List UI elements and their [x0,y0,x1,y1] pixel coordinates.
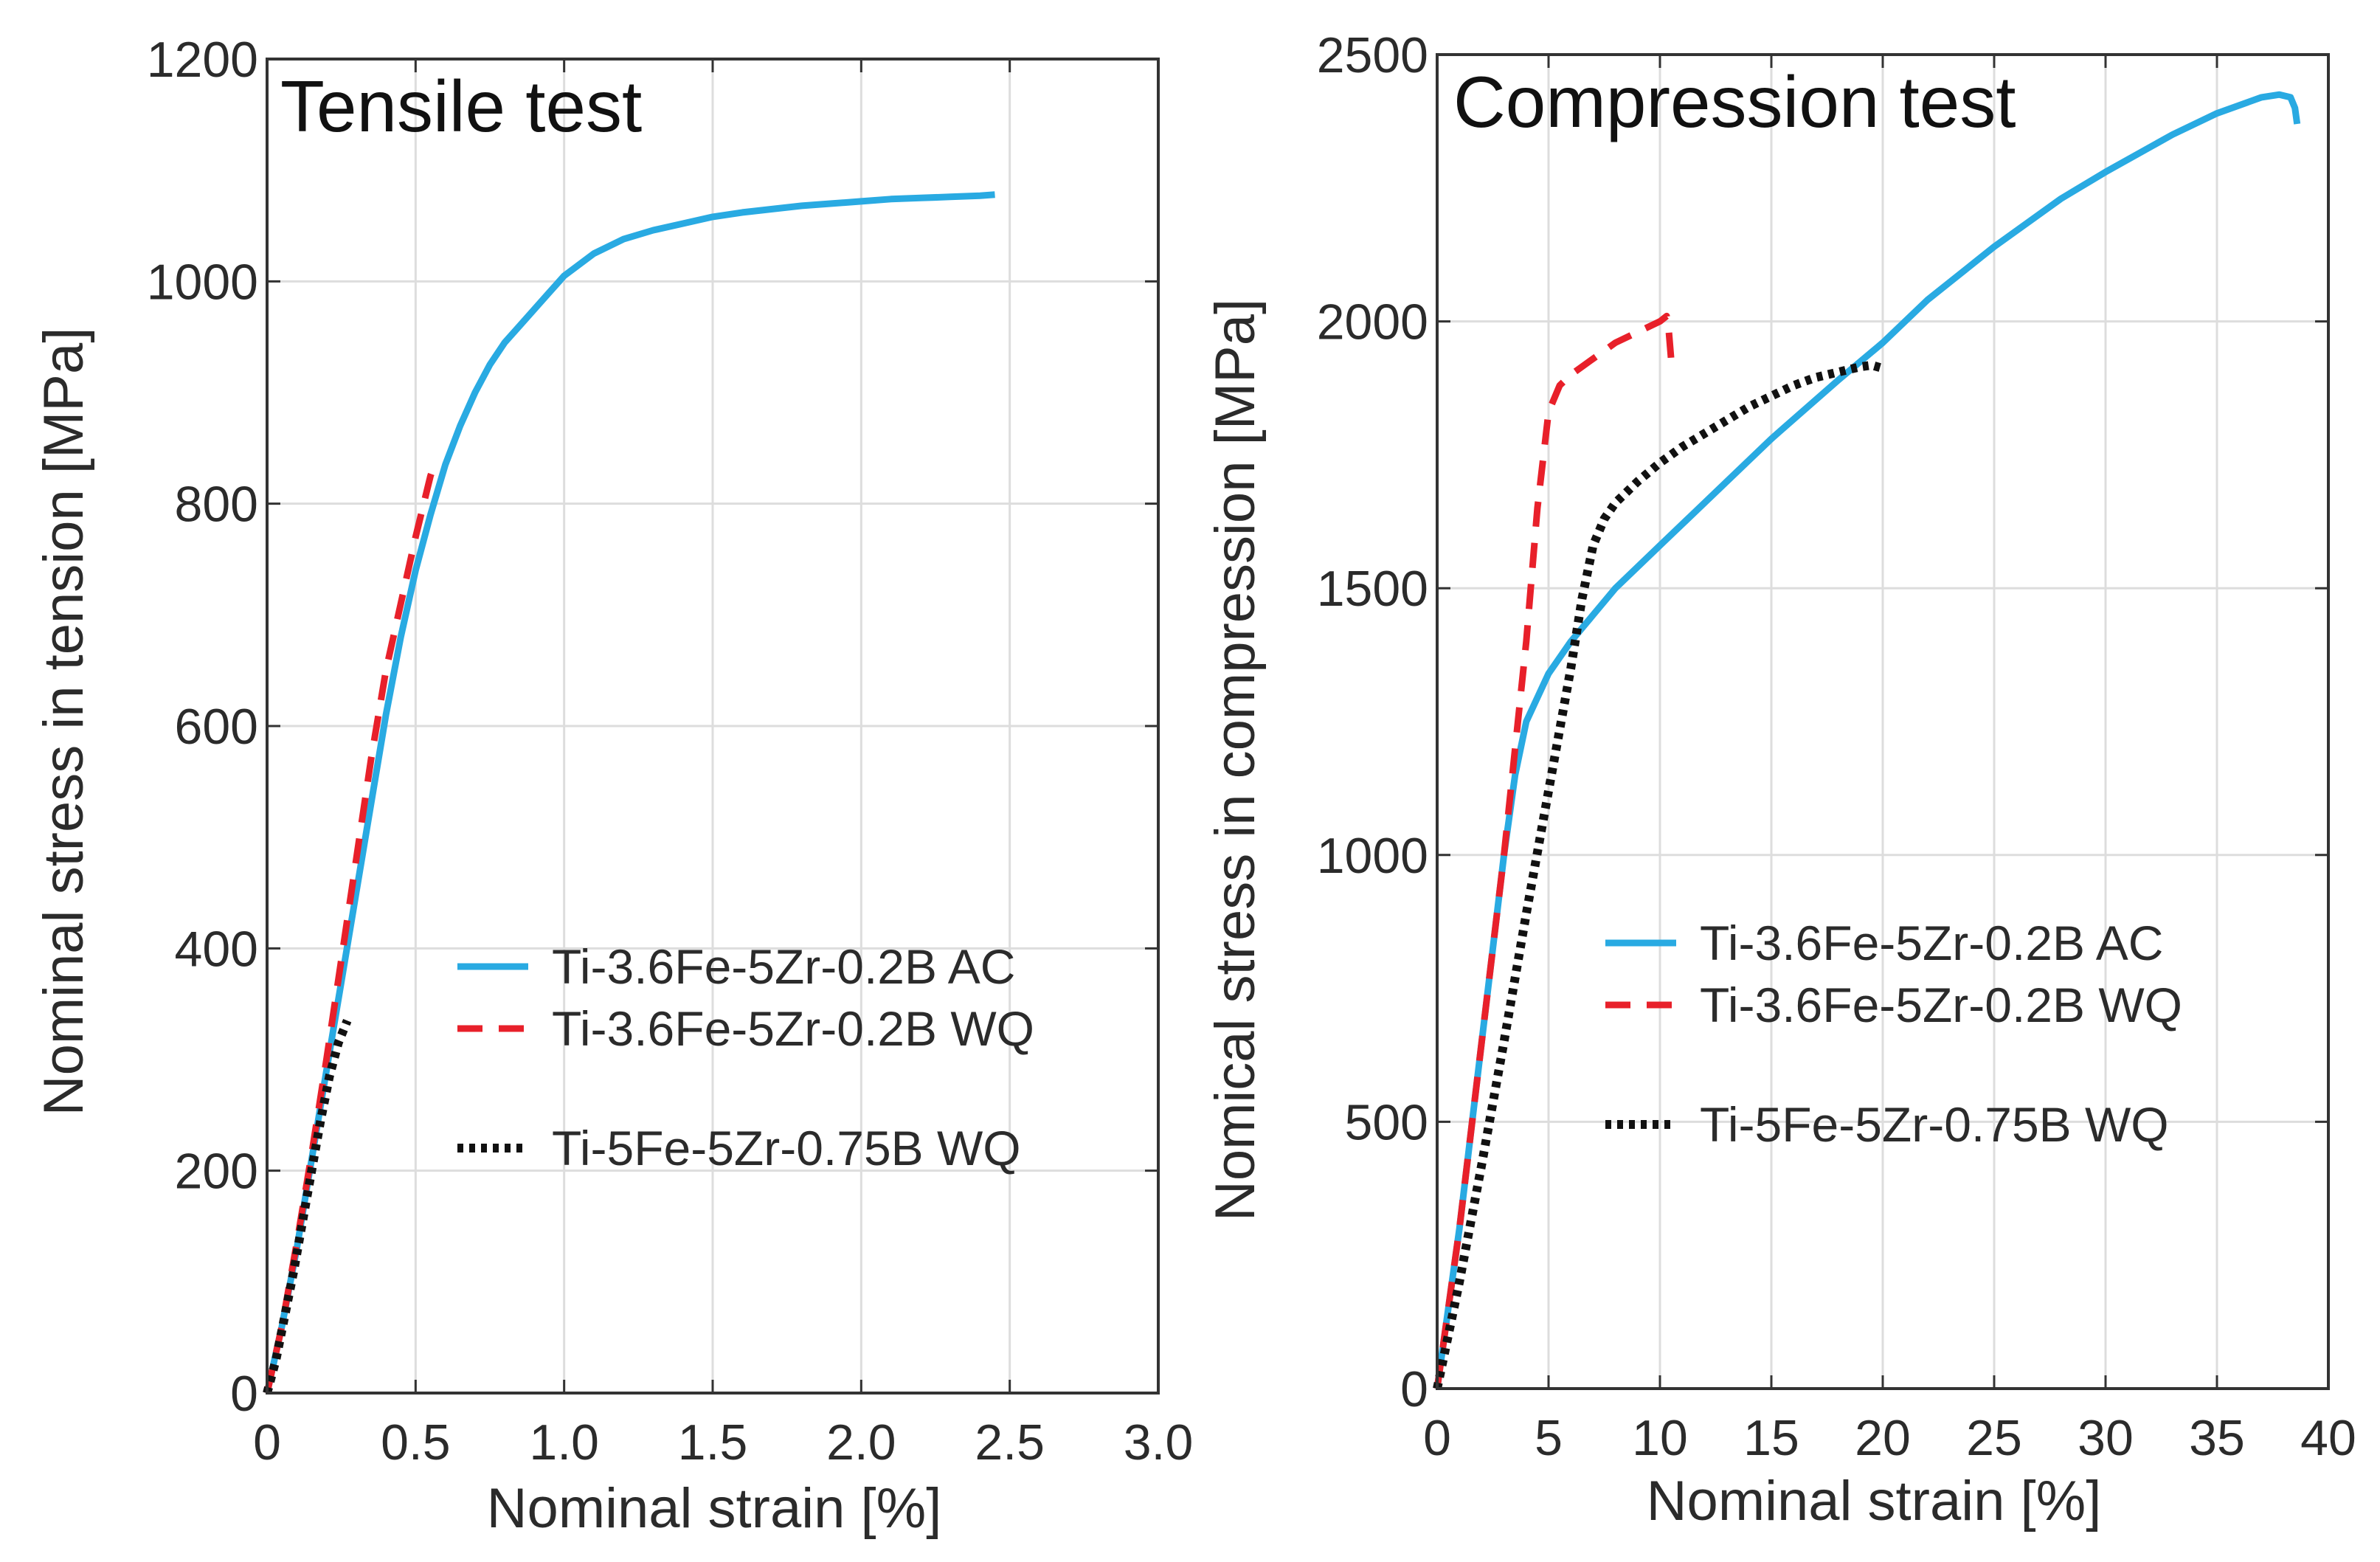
tensile-panel-title: Tensile test [280,66,642,147]
tensile-x-tick-label: 2.5 [975,1414,1045,1471]
compression-y-tick-labels: 0 500 1000 1500 2000 2500 [1317,27,1428,1417]
tensile-y-tick-label: 0 [230,1366,258,1422]
compression-ticks [1436,53,2330,1390]
compression-series-line-1 [1433,91,2301,1389]
compression-curves [1433,91,2301,1390]
tensile-legend-label-3: Ti-5Fe-5Zr-0.75B WQ [552,1121,1021,1175]
tensile-legend: Ti-3.6Fe-5Zr-0.2B AC Ti-3.6Fe-5Zr-0.2B WQ… [457,939,1034,1175]
tensile-ticks [266,58,1160,1395]
compression-panel-title: Compression test [1453,61,2016,142]
compression-x-tick-label: 25 [1966,1410,2022,1466]
tensile-y-axis-title: Nominal stress in tension [MPa] [32,328,95,1116]
tensile-legend-label-2: Ti-3.6Fe-5Zr-0.2B WQ [552,1001,1034,1056]
tensile-x-tick-label: 0 [253,1414,281,1471]
compression-x-tick-label: 35 [2189,1410,2245,1466]
tensile-y-tick-label: 1000 [147,254,258,310]
compression-x-tick-label: 40 [2300,1410,2356,1466]
compression-x-tick-label: 15 [1743,1410,1799,1466]
tensile-x-tick-labels: 0 0.5 1.0 1.5 2.0 2.5 3.0 [253,1414,1193,1471]
compression-legend-label-3: Ti-5Fe-5Zr-0.75B WQ [1700,1097,2169,1152]
tensile-series-line-2 [263,457,440,1394]
tensile-y-tick-label: 800 [175,477,258,533]
tensile-x-tick-label: 2.0 [826,1414,896,1471]
tensile-legend-label-1: Ti-3.6Fe-5Zr-0.2B AC [552,939,1015,994]
compression-x-tick-labels: 0 5 10 15 20 25 30 35 40 [1423,1410,2356,1466]
compression-x-tick-label: 10 [1632,1410,1688,1466]
compression-legend-label-1: Ti-3.6Fe-5Zr-0.2B AC [1700,916,2163,970]
compression-y-tick-label: 1000 [1317,828,1428,884]
compression-series-line-2 [1433,312,1675,1389]
tensile-x-axis-title: Nominal strain [%] [487,1477,942,1540]
compression-y-tick-label: 2500 [1317,27,1428,83]
tensile-x-tick-label: 3.0 [1124,1414,1194,1471]
tensile-y-tick-label: 200 [175,1144,258,1200]
compression-y-tick-label: 0 [1400,1361,1428,1417]
compression-y-tick-label: 2000 [1317,294,1428,350]
tensile-y-tick-label: 400 [175,921,258,977]
tensile-x-tick-label: 1.5 [678,1414,748,1471]
tensile-x-tick-label: 0.5 [381,1414,451,1471]
compression-y-axis-title: Nomical stress in compression [MPa] [1204,299,1267,1221]
compression-chart: 0 5 10 15 20 25 30 35 40 0 500 1000 1500 2000 2500 Co… [1204,27,2356,1532]
tensile-y-tick-label: 1200 [147,32,258,88]
tensile-y-tick-labels: 0 200 400 600 800 1000 1200 [147,32,258,1422]
compression-grid [1437,55,2328,1389]
compression-series-line-3 [1433,360,1884,1390]
compression-legend: Ti-3.6Fe-5Zr-0.2B AC Ti-3.6Fe-5Zr-0.2B WQ… [1605,916,2182,1152]
compression-legend-label-2: Ti-3.6Fe-5Zr-0.2B WQ [1700,978,2182,1032]
tensile-grid [267,59,1158,1393]
compression-y-tick-label: 1500 [1317,561,1428,617]
tensile-series-line-1 [263,191,995,1394]
tensile-series-line-3 [263,1019,352,1395]
compression-x-tick-label: 30 [2078,1410,2134,1466]
tensile-x-tick-label: 1.0 [529,1414,599,1471]
tensile-curves [263,191,995,1395]
compression-x-tick-label: 20 [1855,1410,1911,1466]
compression-y-tick-label: 500 [1345,1094,1428,1150]
compression-x-axis-title: Nominal strain [%] [1647,1470,2102,1532]
compression-x-tick-label: 5 [1535,1410,1563,1466]
compression-x-tick-label: 0 [1423,1410,1451,1466]
tensile-y-tick-label: 600 [175,699,258,755]
tensile-chart: 0 0.5 1.0 1.5 2.0 2.5 3.0 0 200 400 600 800 1000 120… [32,32,1193,1540]
